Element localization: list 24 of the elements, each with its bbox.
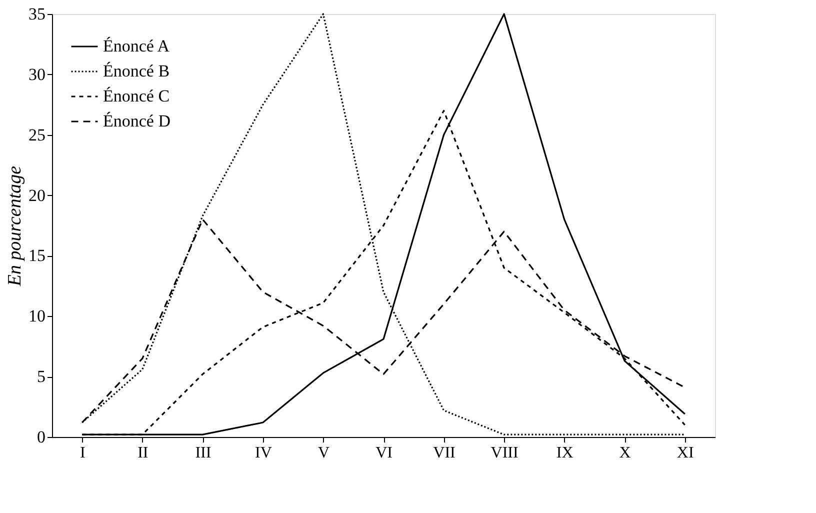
legend-label: Énoncé B [103,62,170,80]
y-tick-label: 5 [37,367,46,386]
x-tick-label: XI [676,444,694,462]
legend-label: Énoncé A [103,36,170,56]
x-tick-label: X [619,444,632,462]
x-tick-label: III [195,444,212,462]
x-tick-label: VI [376,444,392,462]
x-tick-label: V [318,444,330,462]
x-tick-label: IX [556,444,574,462]
x-tick-label: VII [433,444,456,462]
y-axis-title: En pourcentage [4,166,26,288]
y-tick-label: 35 [28,4,46,24]
x-tick-label: VIII [490,444,518,462]
legend-label: Énoncé C [103,86,170,106]
x-tick-label: II [138,444,148,462]
x-tick-label: I [80,444,86,462]
y-tick-label: 20 [28,186,46,205]
y-tick-label: 15 [28,246,46,266]
y-tick-label: 10 [28,306,46,326]
y-tick-label: 30 [28,64,46,84]
legend-label: Énoncé D [103,112,171,130]
y-tick-label: 0 [37,428,46,446]
x-tick-label: IV [255,444,272,462]
y-tick-label: 25 [28,125,46,144]
